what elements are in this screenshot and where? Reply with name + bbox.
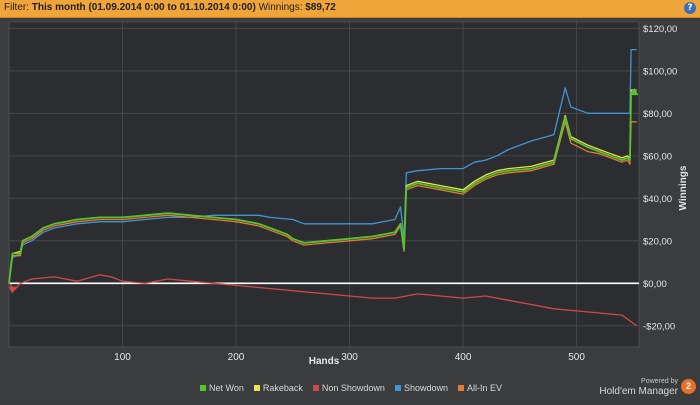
marker-triangle-down — [8, 286, 17, 294]
legend-item[interactable]: All-In EV — [457, 383, 502, 393]
x-tick-label: 300 — [341, 352, 358, 363]
legend-label: All-In EV — [466, 383, 502, 393]
chart-area: 100 200 300 400 500 -$20,00 $0,00 $20,00 $40,00… — [0, 18, 700, 400]
x-tick-label: 400 — [455, 352, 472, 363]
y-axis-label: Winnings — [678, 165, 689, 210]
y-tick-label: $100,00 — [643, 66, 677, 77]
y-tick-label: -$20,00 — [643, 321, 675, 332]
x-axis-ticks: 100 200 300 400 500 — [114, 352, 585, 363]
y-tick-label: $0,00 — [643, 279, 667, 290]
series-lines — [8, 48, 638, 327]
legend-label: Non Showdown — [321, 383, 385, 393]
legend-item[interactable]: Showdown — [394, 383, 448, 393]
legend-item[interactable]: Non Showdown — [312, 383, 385, 393]
filter-bar: Filter: This month (01.09.2014 0:00 to 0… — [0, 0, 700, 18]
filter-text: Filter: This month (01.09.2014 0:00 to 0… — [4, 2, 336, 13]
winnings-label: Winnings: — [258, 2, 303, 13]
legend-label: Net Won — [209, 383, 244, 393]
chart-legend: Net Won Rakeback Non Showdown Showdown All-I… — [200, 383, 512, 393]
legend-label: Rakeback — [262, 383, 303, 393]
x-tick-label: 200 — [228, 352, 245, 363]
y-axis-ticks: -$20,00 $0,00 $20,00 $40,00 $60,00 $80,00 $100… — [643, 24, 677, 332]
filter-prefix: Filter: — [4, 2, 29, 13]
y-tick-label: $20,00 — [643, 236, 672, 247]
series-line-non-showdown — [8, 274, 638, 327]
winnings-graph: 100 200 300 400 500 -$20,00 $0,00 $20,00 $40,00… — [8, 21, 689, 367]
plot-background — [8, 21, 640, 348]
product-name: Hold'em Manager — [599, 386, 678, 397]
help-icon[interactable]: ? — [684, 2, 696, 14]
x-tick-label: 500 — [568, 352, 585, 363]
marker-triangle-up — [630, 88, 639, 96]
legend-swatch — [394, 384, 401, 391]
legend-swatch — [312, 384, 319, 391]
legend-swatch — [457, 384, 464, 391]
winnings-value: $89,72 — [305, 2, 336, 13]
series-line-all-in-ev — [8, 121, 637, 284]
series-line-net-won — [8, 91, 637, 284]
y-tick-label: $40,00 — [643, 194, 672, 205]
y-tick-label: $80,00 — [643, 109, 672, 120]
series-line-showdown — [8, 48, 637, 284]
legend-item[interactable]: Rakeback — [253, 383, 303, 393]
series-markers — [8, 88, 639, 294]
y-tick-label: $120,00 — [643, 24, 677, 35]
x-tick-label: 100 — [114, 352, 131, 363]
legend-label: Showdown — [403, 383, 448, 393]
filter-period[interactable]: This month (01.09.2014 0:00 to 01.10.201… — [31, 2, 256, 13]
grid — [9, 22, 639, 347]
legend-swatch — [253, 384, 260, 391]
powered-by-text: Powered by — [641, 378, 678, 385]
branding: Powered by Hold'em Manager — [599, 378, 678, 398]
legend-swatch — [200, 384, 206, 391]
holdem-manager-logo-icon: 2 — [681, 379, 696, 394]
legend-item[interactable]: Net Won — [200, 383, 244, 393]
y-tick-label: $60,00 — [643, 151, 672, 162]
x-axis-label: Hands — [309, 356, 340, 367]
